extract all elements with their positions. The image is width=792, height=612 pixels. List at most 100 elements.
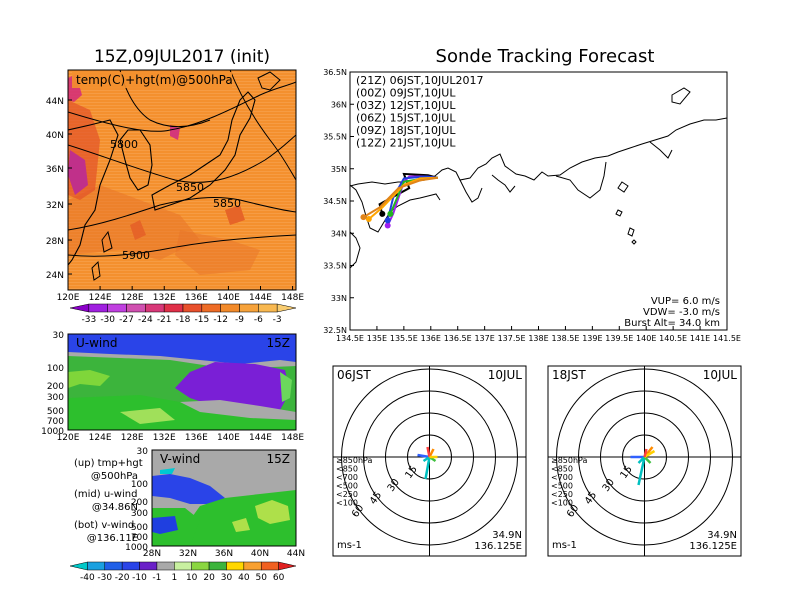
vwind-pressure-tick: 300 — [131, 509, 148, 519]
vwind-lat-tick: 40N — [251, 549, 269, 559]
map-lon-tick-label: 128E — [121, 293, 144, 303]
japan-coast — [151, 91, 256, 211]
map-lon-tick-label: 120E — [57, 293, 80, 303]
sonde-landing-point — [379, 210, 386, 217]
colorbar-tick-label: -6 — [254, 315, 263, 325]
hodograph-legend-entry: <500 — [336, 482, 358, 491]
wind-colorbar-tick: 1 — [171, 573, 177, 583]
colorbar-swatch — [88, 303, 108, 313]
legend-note: @34.86N — [92, 502, 138, 513]
wind-colorbar-tick: -20 — [115, 573, 130, 583]
wind-colorbar-swatch — [260, 561, 279, 571]
sonde-landing-point — [365, 216, 372, 223]
left-title: 15Z,09JUL2017 (init) — [94, 47, 270, 67]
hodograph-time: 06JST — [337, 368, 371, 382]
track-param: VUP= 6.0 m/s — [651, 296, 720, 307]
hodograph-time: 18JST — [552, 368, 586, 382]
wind-colorbar: -40 -30 -20 -10 -1 1 10 20 30 40 50 60 — [69, 561, 297, 583]
map-lon-tick-label: 148E — [281, 293, 304, 303]
uwind-lon-tick: 124E — [89, 433, 112, 443]
map-lat-tick-label: 44N — [46, 97, 64, 107]
hodograph-legend-entry: <700 — [336, 473, 358, 482]
colorbar-tick-label: -9 — [235, 315, 244, 325]
legend-note: (up) tmp+hgt — [74, 458, 143, 469]
contour-label-1: 5800 — [110, 138, 138, 151]
colorbar-swatch — [239, 303, 259, 313]
wind-colorbar-swatch — [69, 561, 88, 571]
wind-colorbar-swatch — [156, 561, 175, 571]
uwind-pressure-tick: 200 — [47, 382, 64, 392]
uwind-lon-tick: 140E — [217, 433, 240, 443]
uwind-lon-tick: 148E — [281, 433, 304, 443]
wind-colorbar-swatch — [174, 561, 192, 571]
uwind-pressure-tick: 1000 — [41, 427, 64, 437]
map-lon-tick-label: 132E — [153, 293, 176, 303]
track-legend-entry: (12Z) 21JST,10JUL — [356, 137, 456, 150]
hodograph-wind-segment — [643, 456, 652, 464]
sonde-landing-point — [360, 214, 367, 221]
track-map — [350, 72, 727, 330]
contour-label-2: 5850 — [176, 181, 204, 194]
colorbar-tick-label: -12 — [213, 315, 228, 325]
track-lat-tick-label: 35.5N — [323, 133, 347, 142]
colorbar-swatch — [69, 303, 90, 313]
track-legend-entry: (03Z) 12JST,10JUL — [356, 99, 456, 112]
temp-colorbar: -33 -30 -27 -24 -21 -18 -15 -12 -9 -6 -3 — [69, 303, 297, 325]
hodograph-wind-segment — [637, 456, 646, 486]
wind-colorbar-swatch — [121, 561, 140, 571]
track-lon-axis: 134.5E 135E 135.5E 136E 136.5E 137E 137.5E 138E… — [336, 326, 741, 343]
colorbar-tick-label: -27 — [119, 315, 134, 325]
wind-colorbar-tick: -10 — [132, 573, 147, 583]
wind-colorbar-swatch — [243, 561, 262, 571]
hodograph-lat: 34.9N — [492, 530, 522, 541]
uwind-lon-axis: 120E 124E 128E 132E 136E 140E 144E 148E — [57, 433, 305, 443]
uwind-time: 15Z — [267, 336, 291, 350]
colorbar-swatch — [145, 303, 165, 313]
map-lat-tick-label: 32N — [46, 201, 64, 211]
wind-colorbar-tick: 40 — [238, 573, 250, 583]
hodograph-wind-segment — [643, 448, 648, 458]
track-param: VDW= -3.0 m/s — [643, 307, 720, 318]
uwind-pressure-tick: 700 — [47, 417, 64, 427]
colorbar-tick-label: -18 — [176, 315, 191, 325]
hodograph-date: 10JUL — [488, 368, 523, 382]
track-lat-tick-label: 35N — [331, 165, 347, 174]
track-lat-tick-label: 33N — [331, 294, 347, 303]
vwind-lat-tick: 32N — [179, 549, 197, 559]
wind-colorbar-swatch — [278, 561, 297, 571]
wind-colorbar-swatch — [226, 561, 245, 571]
track-lon-tick-label: 136E — [421, 334, 441, 343]
colorbar-swatch — [258, 303, 278, 313]
wind-colorbar-tick: 20 — [203, 573, 215, 583]
colorbar-swatch — [107, 303, 127, 313]
left-legend-notes: (up) tmp+hgt @500hPa (mid) u-wind @34.86N (b… — [74, 458, 143, 544]
hodograph-legend-entry: <850 — [336, 465, 358, 474]
wind-colorbar-tick: -40 — [80, 573, 95, 583]
track-lon-tick-label: 139.5E — [605, 334, 633, 343]
vwind-lat-tick: 28N — [143, 549, 161, 559]
map-lon-tick-label: 140E — [217, 293, 240, 303]
map-lat-tick-label: 40N — [46, 131, 64, 141]
track-lon-tick-label: 138E — [528, 334, 548, 343]
contour-label-4: 5900 — [122, 249, 150, 262]
track-lon-tick-label: 135.5E — [390, 334, 418, 343]
uwind-lon-tick: 120E — [57, 433, 80, 443]
track-lon-tick-label: 139E — [582, 334, 602, 343]
kii-coast — [350, 184, 441, 233]
hodograph-unit: ms-1 — [552, 540, 577, 551]
track-legend-entry: (09Z) 18JST,10JUL — [356, 124, 456, 137]
vwind-pressure-tick: 500 — [131, 523, 148, 533]
right-title: Sonde Tracking Forecast — [436, 46, 655, 67]
track-legend-entry: (00Z) 09JST,10JUL — [356, 87, 456, 100]
track-param: Burst Alt= 34.0 km — [624, 318, 720, 329]
uwind-label: U-wind — [76, 336, 117, 350]
track-lat-tick-label: 36.5N — [323, 68, 347, 77]
hodograph-wind-segment — [643, 449, 656, 459]
wind-colorbar-swatch — [208, 561, 227, 571]
sonde-track-line — [386, 175, 438, 221]
hodograph-legend-entry: <500 — [551, 482, 573, 491]
